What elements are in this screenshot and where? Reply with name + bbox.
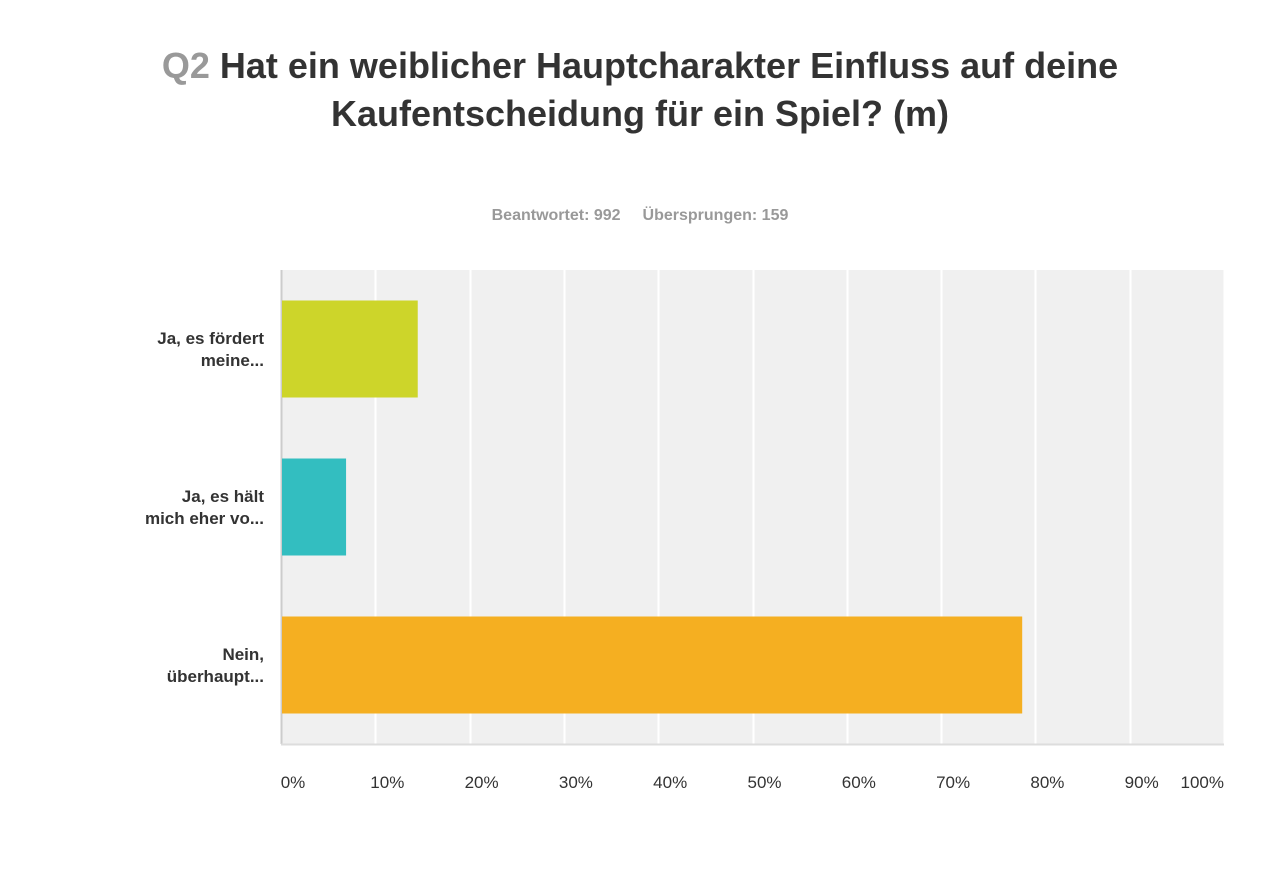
skipped-count: Übersprungen: 159: [642, 207, 789, 224]
x-tick-label: 80%: [1030, 773, 1064, 792]
x-tick-label: 10%: [370, 773, 404, 792]
bar-2: [282, 458, 347, 556]
category-label: überhaupt...: [167, 667, 264, 686]
x-tick-label: 70%: [936, 773, 970, 792]
bar-1: [282, 300, 418, 398]
x-tick-label: 60%: [842, 773, 876, 792]
bar-3: [282, 616, 1023, 714]
x-tick-label: 20%: [465, 773, 499, 792]
x-tick-label: 0%: [281, 773, 306, 792]
answered-count: Beantwortet: 992: [491, 207, 621, 224]
chart-title: Q2 Hat ein weiblicher Hauptcharakter Ein…: [140, 42, 1140, 138]
x-tick-label: 90%: [1125, 773, 1159, 792]
question-text: Hat ein weiblicher Hauptcharakter Einflu…: [219, 45, 1119, 134]
question-number: Q2: [161, 45, 210, 86]
x-tick-label: 100%: [1181, 773, 1224, 792]
category-label: Nein,: [222, 645, 264, 664]
response-stats: Beantwortet: 992 Übersprungen: 159: [0, 207, 1280, 225]
category-label: mich eher vo...: [145, 509, 264, 528]
category-label: Ja, es fördert: [157, 329, 264, 348]
x-tick-label: 40%: [653, 773, 687, 792]
x-tick-label: 30%: [559, 773, 593, 792]
x-tick-label: 50%: [747, 773, 781, 792]
category-label: Ja, es hält: [182, 487, 265, 506]
category-label: meine...: [201, 351, 264, 370]
